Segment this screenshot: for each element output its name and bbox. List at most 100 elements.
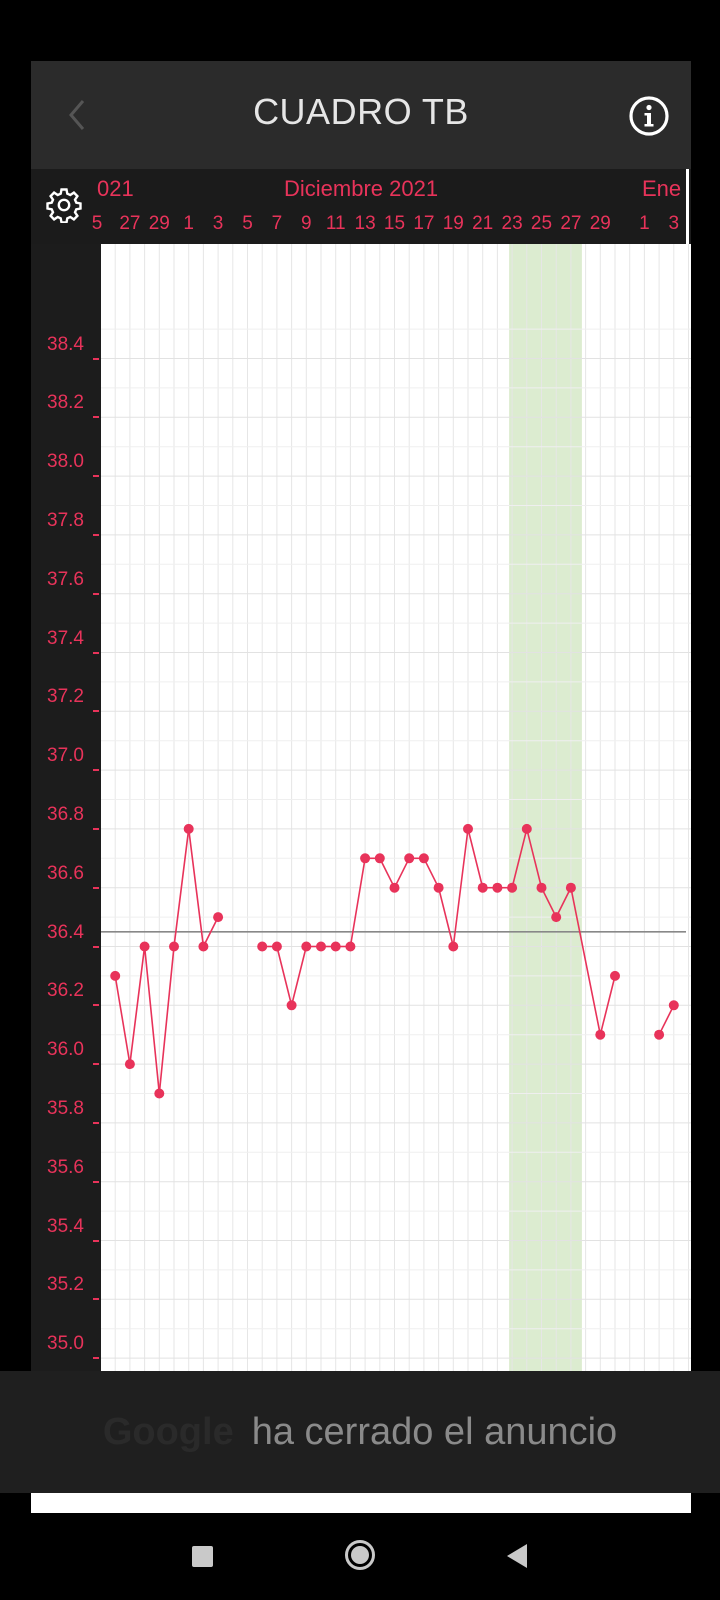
data-point	[551, 912, 562, 923]
series-segment	[467, 828, 484, 888]
series-segment	[526, 828, 543, 888]
data-point	[668, 1000, 679, 1011]
y-tick-mark	[93, 592, 99, 595]
data-point	[360, 853, 371, 864]
y-tick-label: 35.2	[47, 1274, 84, 1296]
day-tick: 13	[354, 213, 376, 234]
data-point	[404, 853, 415, 864]
series-segment	[511, 828, 528, 888]
data-point	[198, 941, 209, 952]
day-tick: 19	[442, 213, 464, 234]
data-point	[565, 882, 576, 893]
system-nav-bar	[0, 1513, 720, 1600]
data-point	[507, 882, 518, 893]
series-segment	[423, 857, 440, 889]
data-point	[183, 823, 194, 834]
y-tick-label: 35.4	[47, 1215, 84, 1237]
series-segment	[114, 975, 131, 1065]
app-bar: CUADRO TB	[31, 61, 691, 169]
day-tick: 5	[242, 213, 253, 234]
series-segment	[570, 887, 602, 1035]
y-tick-mark	[93, 1298, 99, 1301]
day-tick: 21	[472, 213, 494, 234]
data-point	[448, 941, 459, 952]
ad-message: ha cerrado el anuncio	[251, 1411, 618, 1453]
page-title: CUADRO TB	[253, 91, 469, 132]
data-point	[124, 1059, 135, 1070]
day-tick: 23	[501, 213, 523, 234]
series-segment	[290, 946, 308, 1006]
ad-logo: Google	[102, 1411, 234, 1453]
chevron-left-icon[interactable]	[59, 95, 99, 135]
y-tick-mark	[93, 1063, 99, 1066]
series-segment	[393, 857, 410, 889]
day-tick: 29	[148, 213, 170, 234]
y-tick-label: 35.8	[47, 1097, 84, 1119]
gear-icon[interactable]	[46, 187, 82, 223]
data-point	[330, 941, 341, 952]
data-point	[595, 1029, 606, 1040]
y-tick-label: 36.4	[47, 921, 84, 943]
y-tick-label: 35.0	[47, 1333, 84, 1355]
app-window: CUADRO TB 021 Diciembre 2021 Ene 5 27 29 1 3…	[31, 61, 691, 1512]
month-label-jan: Ene	[642, 176, 682, 201]
day-tick: 1	[183, 213, 194, 234]
series-segment	[540, 887, 557, 918]
series-segment	[452, 828, 469, 947]
recents-icon[interactable]	[192, 1546, 213, 1567]
y-axis: 38.4 38.2 38.0 37.8 37.6 37.4 37.2 37.0 36.8 36.6…	[31, 244, 101, 1432]
y-tick-mark	[93, 1121, 99, 1124]
data-point	[213, 912, 224, 923]
day-tick: 3	[668, 213, 680, 234]
day-tick: 25	[530, 213, 553, 234]
series-segment	[187, 828, 205, 947]
y-tick-label: 35.6	[47, 1156, 84, 1178]
series-segment	[276, 946, 293, 1006]
ad-banner[interactable]: Google ha cerrado el anuncio	[0, 1371, 720, 1493]
data-point	[257, 941, 268, 952]
y-tick-label: 37.6	[47, 568, 84, 590]
y-tick-label: 38.4	[47, 333, 84, 355]
day-tick: 15	[383, 213, 406, 234]
series-segment	[129, 946, 146, 1065]
y-tick-mark	[93, 651, 99, 654]
data-point	[418, 853, 429, 864]
y-tick-mark	[93, 1004, 99, 1007]
y-tick-mark	[93, 945, 99, 948]
day-tick: 5	[91, 213, 103, 234]
y-tick-label: 38.2	[47, 392, 84, 414]
data-point	[492, 882, 503, 893]
y-tick-mark	[93, 1180, 99, 1183]
data-point	[169, 941, 179, 952]
day-tick: 27	[560, 213, 582, 234]
series-segment	[379, 857, 396, 889]
month-label-dec: Diciembre 2021	[284, 176, 439, 201]
y-tick-label: 36.2	[47, 980, 84, 1002]
home-icon[interactable]	[344, 1539, 376, 1571]
y-tick-label: 37.2	[47, 686, 84, 708]
temperature-chart[interactable]	[101, 244, 691, 1432]
date-header[interactable]: 021 Diciembre 2021 Ene 5 27 29 1 3 5 7 9 11 13 15 1…	[31, 169, 686, 244]
series-segment	[143, 946, 161, 1094]
data-point	[374, 853, 385, 864]
series-segment	[202, 916, 219, 947]
info-icon[interactable]	[628, 95, 670, 137]
y-tick-mark	[93, 827, 99, 830]
day-tick: 1	[639, 213, 650, 234]
y-tick-label: 36.0	[47, 1039, 84, 1061]
data-point	[301, 941, 312, 952]
day-tick: 27	[119, 213, 141, 234]
day-tick: 29	[589, 213, 611, 234]
day-tick: 3	[212, 213, 224, 234]
y-tick-mark	[93, 1357, 99, 1360]
back-triangle-icon[interactable]	[505, 1542, 529, 1570]
data-point	[654, 1029, 665, 1040]
data-point	[477, 882, 488, 893]
data-point	[271, 941, 282, 952]
series-segment	[173, 828, 190, 947]
y-tick-mark	[93, 475, 99, 478]
y-tick-mark	[93, 1239, 99, 1242]
y-tick-mark	[93, 769, 99, 772]
data-point	[521, 823, 532, 834]
day-tick: 11	[325, 213, 346, 234]
